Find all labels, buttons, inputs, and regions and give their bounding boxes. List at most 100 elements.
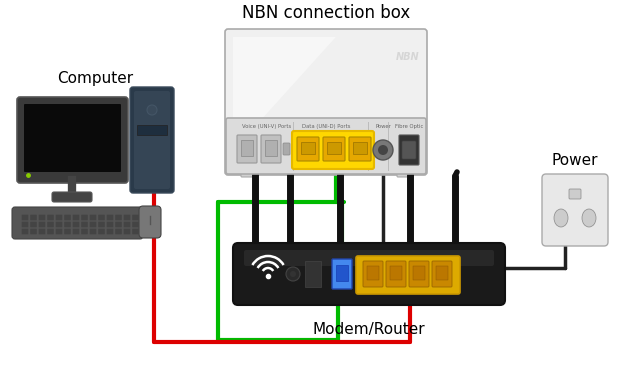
FancyBboxPatch shape	[349, 137, 371, 161]
FancyBboxPatch shape	[336, 265, 348, 281]
FancyBboxPatch shape	[134, 91, 170, 189]
FancyBboxPatch shape	[241, 169, 255, 177]
FancyBboxPatch shape	[22, 229, 28, 234]
FancyBboxPatch shape	[73, 222, 79, 227]
Ellipse shape	[286, 267, 300, 281]
FancyBboxPatch shape	[367, 266, 379, 280]
FancyBboxPatch shape	[39, 222, 46, 227]
FancyBboxPatch shape	[64, 222, 71, 227]
FancyBboxPatch shape	[56, 222, 62, 227]
Text: Power: Power	[552, 153, 598, 168]
FancyBboxPatch shape	[73, 215, 79, 220]
FancyBboxPatch shape	[241, 140, 253, 156]
FancyBboxPatch shape	[297, 137, 319, 161]
FancyBboxPatch shape	[115, 229, 122, 234]
FancyBboxPatch shape	[363, 261, 383, 287]
FancyBboxPatch shape	[436, 266, 448, 280]
FancyBboxPatch shape	[47, 229, 54, 234]
FancyBboxPatch shape	[132, 222, 139, 227]
FancyBboxPatch shape	[399, 135, 419, 165]
Text: Modem/Router: Modem/Router	[313, 322, 426, 337]
FancyBboxPatch shape	[107, 215, 114, 220]
FancyBboxPatch shape	[30, 215, 37, 220]
FancyBboxPatch shape	[233, 243, 505, 305]
FancyBboxPatch shape	[30, 229, 37, 234]
Ellipse shape	[582, 209, 596, 227]
FancyBboxPatch shape	[283, 143, 290, 155]
FancyBboxPatch shape	[115, 222, 122, 227]
FancyBboxPatch shape	[413, 266, 425, 280]
FancyBboxPatch shape	[137, 125, 167, 135]
FancyBboxPatch shape	[542, 174, 608, 246]
FancyBboxPatch shape	[124, 229, 130, 234]
Text: NBN: NBN	[396, 52, 419, 62]
FancyBboxPatch shape	[30, 222, 37, 227]
FancyBboxPatch shape	[353, 142, 367, 154]
Polygon shape	[233, 37, 336, 151]
FancyBboxPatch shape	[81, 215, 88, 220]
FancyBboxPatch shape	[98, 222, 105, 227]
FancyBboxPatch shape	[305, 261, 321, 287]
FancyBboxPatch shape	[52, 192, 92, 202]
FancyBboxPatch shape	[39, 229, 46, 234]
FancyBboxPatch shape	[432, 261, 452, 287]
FancyBboxPatch shape	[47, 215, 54, 220]
FancyBboxPatch shape	[98, 215, 105, 220]
Ellipse shape	[554, 209, 568, 227]
FancyBboxPatch shape	[132, 229, 139, 234]
FancyBboxPatch shape	[124, 215, 130, 220]
FancyBboxPatch shape	[356, 256, 460, 294]
FancyBboxPatch shape	[98, 229, 105, 234]
Text: Computer: Computer	[57, 71, 134, 86]
FancyBboxPatch shape	[265, 140, 277, 156]
FancyBboxPatch shape	[261, 135, 281, 163]
FancyBboxPatch shape	[12, 207, 143, 239]
FancyBboxPatch shape	[24, 104, 121, 172]
FancyBboxPatch shape	[130, 87, 174, 193]
FancyBboxPatch shape	[402, 141, 416, 159]
FancyBboxPatch shape	[323, 137, 345, 161]
Text: Data (UNI-D) Ports: Data (UNI-D) Ports	[302, 124, 351, 129]
FancyBboxPatch shape	[292, 131, 374, 169]
Text: NBN connection box: NBN connection box	[242, 4, 410, 22]
FancyBboxPatch shape	[64, 215, 71, 220]
FancyBboxPatch shape	[47, 222, 54, 227]
FancyBboxPatch shape	[139, 206, 161, 238]
FancyBboxPatch shape	[64, 229, 71, 234]
FancyBboxPatch shape	[115, 215, 122, 220]
FancyBboxPatch shape	[56, 215, 62, 220]
FancyBboxPatch shape	[327, 142, 341, 154]
FancyBboxPatch shape	[90, 222, 96, 227]
FancyBboxPatch shape	[39, 215, 46, 220]
FancyBboxPatch shape	[132, 215, 139, 220]
Text: Voice (UNI-V) Ports: Voice (UNI-V) Ports	[242, 124, 291, 129]
FancyBboxPatch shape	[301, 142, 315, 154]
FancyBboxPatch shape	[244, 250, 494, 266]
FancyBboxPatch shape	[73, 229, 79, 234]
Text: Power: Power	[375, 124, 391, 129]
FancyBboxPatch shape	[81, 222, 88, 227]
FancyBboxPatch shape	[390, 266, 402, 280]
FancyBboxPatch shape	[569, 189, 581, 199]
Ellipse shape	[373, 140, 393, 160]
FancyBboxPatch shape	[107, 229, 114, 234]
Text: Fibre Optic: Fibre Optic	[395, 124, 423, 129]
Ellipse shape	[147, 105, 157, 115]
FancyBboxPatch shape	[90, 215, 96, 220]
FancyBboxPatch shape	[22, 222, 28, 227]
FancyBboxPatch shape	[90, 229, 96, 234]
FancyBboxPatch shape	[56, 229, 62, 234]
FancyBboxPatch shape	[107, 222, 114, 227]
FancyBboxPatch shape	[81, 229, 88, 234]
Ellipse shape	[378, 145, 388, 155]
FancyBboxPatch shape	[22, 215, 28, 220]
FancyBboxPatch shape	[332, 259, 352, 289]
FancyBboxPatch shape	[409, 261, 429, 287]
FancyBboxPatch shape	[226, 118, 426, 174]
Ellipse shape	[290, 271, 296, 277]
FancyBboxPatch shape	[225, 29, 427, 175]
FancyBboxPatch shape	[17, 97, 128, 183]
FancyBboxPatch shape	[124, 222, 130, 227]
FancyBboxPatch shape	[237, 135, 257, 163]
FancyBboxPatch shape	[386, 261, 406, 287]
